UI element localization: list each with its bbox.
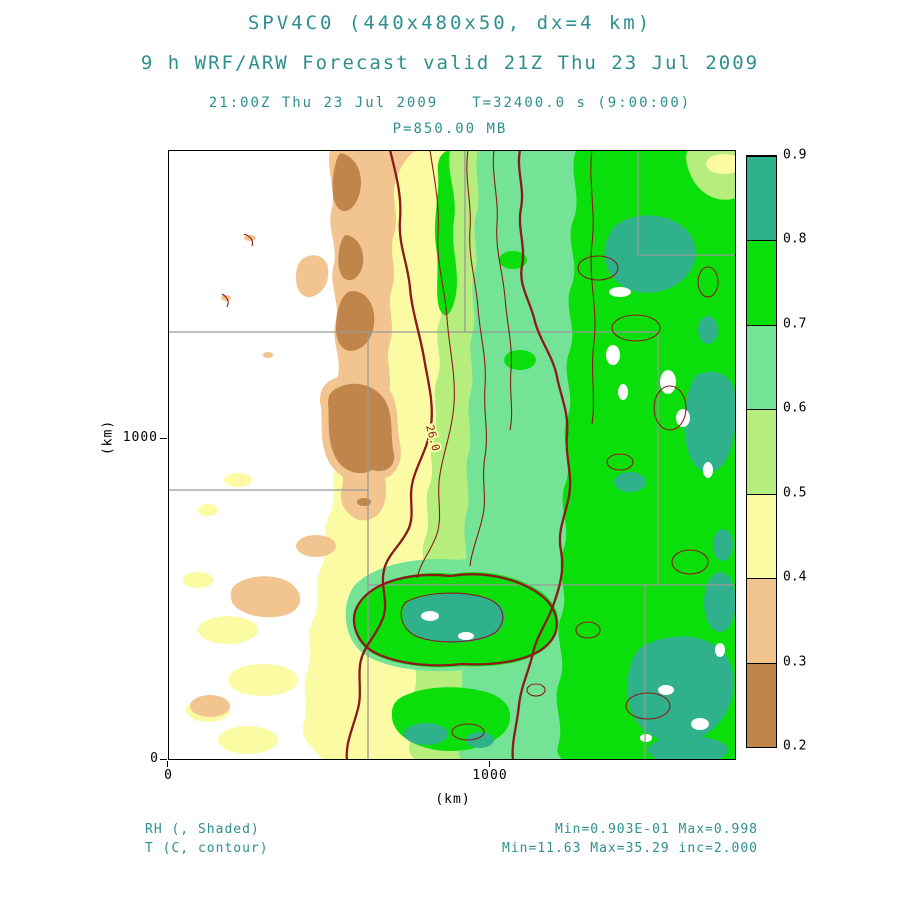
rh-shading-teal <box>403 215 737 764</box>
colorbar-band <box>747 324 776 410</box>
colorbar-band <box>747 578 776 663</box>
colorbar <box>746 155 777 748</box>
y-tick-label-1000: 1000 <box>122 430 158 445</box>
x-tick-mark-1000 <box>489 761 490 767</box>
colorbar-band <box>747 240 776 325</box>
y-tick-label-0: 0 <box>150 751 158 766</box>
rh-shading-green <box>353 150 736 760</box>
field-stats-block: Min=0.903E-01 Max=0.998 Min=11.63 Max=35… <box>470 820 758 858</box>
shaded-field-legend: RH (, Shaded) <box>145 822 260 837</box>
rh-shading-top-right-dry-patch <box>686 150 742 200</box>
rh-shading-white-holes <box>421 287 725 742</box>
shaded-field-stats: Min=0.903E-01 Max=0.998 <box>554 822 758 837</box>
colorbar-label: 0.9 <box>783 147 807 163</box>
colorbar-band <box>747 662 776 747</box>
time-info-line: 21:00Z Thu 23 Jul 2009 T=32400.0 s (9:00:… <box>0 95 900 111</box>
colorbar-band <box>747 493 776 579</box>
y-tick-mark-1000 <box>160 438 167 439</box>
x-axis-label: (km) <box>435 792 471 807</box>
contour-field-stats: Min=11.63 Max=35.29 inc=2.000 <box>502 841 758 856</box>
map-plot-area: 26.0 <box>168 149 742 764</box>
x-tick-mark-0 <box>167 761 168 767</box>
rh-shading-brown <box>328 153 460 506</box>
contour-field-legend: T (C, contour) <box>145 841 269 856</box>
colorbar-label: 0.7 <box>783 316 807 332</box>
pressure-level-text: P=850.00 MB <box>392 121 508 137</box>
contour-thick-west <box>345 149 433 761</box>
colorbar-label: 0.2 <box>783 738 807 754</box>
colorbar-label: 0.8 <box>783 231 807 247</box>
rh-temperature-map: 26.0 <box>168 149 742 764</box>
y-tick-mark-0 <box>160 759 167 760</box>
colorbar-label: 0.3 <box>783 654 807 670</box>
contour-thick-ring <box>352 573 558 667</box>
plot-subtitle: 9 h WRF/ARW Forecast valid 21Z Thu 23 Ju… <box>140 52 760 74</box>
x-tick-label-1000: 1000 <box>472 768 508 783</box>
colorbar-label: 0.5 <box>783 485 807 501</box>
valid-time-text: 21:00Z Thu 23 Jul 2009 <box>208 95 439 111</box>
contour-thick-east <box>511 149 572 761</box>
colorbar-band <box>747 156 776 241</box>
field-legend-block: RH (, Shaded) T (C, contour) <box>145 820 269 858</box>
plot-frame <box>168 150 736 760</box>
colorbar-band <box>747 409 776 494</box>
sim-time-text: T=32400.0 s (9:00:00) <box>472 95 692 111</box>
colorbar-labels: 0.2 0.3 0.4 0.5 0.6 0.7 0.8 0.9 <box>783 148 823 754</box>
state-borders <box>168 150 736 760</box>
colorbar-label: 0.6 <box>783 400 807 416</box>
x-tick-label-0: 0 <box>164 768 172 783</box>
colorbar-label: 0.4 <box>783 569 807 585</box>
plot-title: SPV4C0 (440x480x50, dx=4 km) <box>247 12 653 34</box>
